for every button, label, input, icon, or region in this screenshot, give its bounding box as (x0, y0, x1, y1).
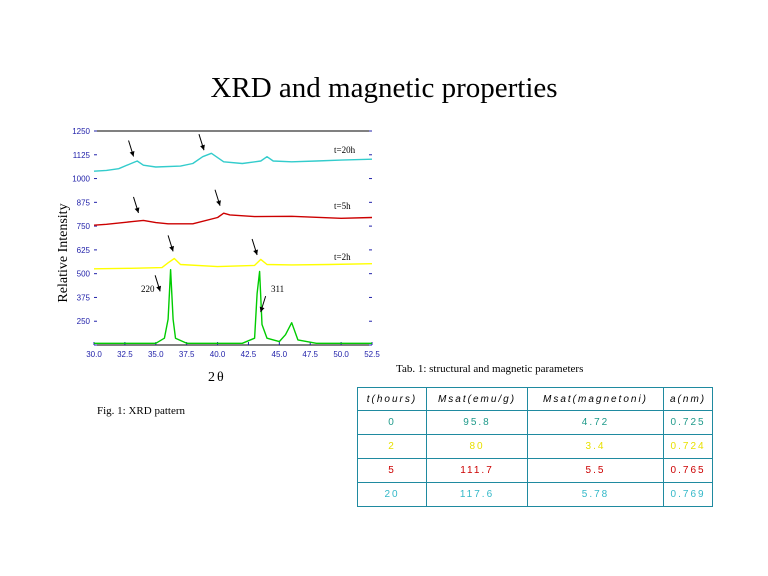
x-tick-label: 37.5 (179, 350, 195, 359)
table-cell: 4.72 (527, 410, 664, 435)
x-axis-label: 2θ (208, 370, 226, 385)
y-tick-label: 875 (77, 198, 91, 207)
x-tick-label: 47.5 (302, 350, 318, 359)
table-caption: Tab. 1: structural and magnetic paramete… (396, 363, 584, 375)
series-line-t=5h (93, 212, 373, 226)
peak-arrow-head (216, 200, 221, 206)
column-header-msat-magnetoni: Msat(magnetoni) (527, 387, 664, 411)
x-tick-label: 50.0 (333, 350, 349, 359)
x-tick-label: 45.0 (272, 350, 288, 359)
peak-arrow-head (129, 150, 135, 157)
slide-title: XRD and magnetic properties (210, 72, 558, 104)
table-cell: 20 (357, 482, 427, 507)
table-cell: 80 (426, 434, 528, 459)
series-layer (93, 152, 373, 344)
x-tick-label: 40.0 (210, 350, 226, 359)
peak-arrow-head (156, 285, 162, 292)
y-tick-label: 500 (77, 270, 91, 279)
table-cell: 0.724 (662, 434, 714, 459)
y-axis-ticks: 250 375 500 625 750 875 1000 1125 1250 (72, 127, 372, 346)
y-tick-label: 1125 (73, 151, 91, 160)
series-line-t=2h (93, 257, 373, 270)
y-tick-label: 375 (77, 293, 91, 302)
x-tick-label: 35.0 (148, 350, 164, 359)
series-label: t=2h (334, 252, 351, 262)
y-tick-label: 1000 (72, 175, 90, 184)
table-cell: 3.4 (527, 434, 664, 459)
x-tick-label: 32.5 (117, 350, 133, 359)
x-tick-label: 42.5 (241, 350, 257, 359)
peak-arrows (128, 134, 267, 313)
column-header-time: t(hours) (357, 387, 427, 411)
table-row: 0 95.8 4.72 0.725 (357, 410, 714, 435)
table-cell: 5.5 (527, 458, 664, 483)
peak-annotation-220: 220 (141, 284, 155, 294)
y-tick-label: 1250 (72, 127, 90, 136)
series-label: t=20h (334, 145, 356, 155)
table-cell: 117.6 (426, 482, 528, 507)
table-header-row: t(hours) Msat(emu/g) Msat(magnetoni) a(n… (357, 387, 714, 411)
peak-arrow-head (169, 245, 174, 252)
figure-caption: Fig. 1: XRD pattern (97, 405, 185, 417)
table-row: 5 111.7 5.5 0.765 (357, 458, 714, 483)
peak-arrow-head (134, 207, 140, 213)
y-axis-label: Relative Intensity (56, 203, 71, 303)
series-line-t=20h (93, 152, 373, 172)
y-tick-label: 625 (77, 246, 91, 255)
series-label: t=5h (334, 201, 351, 211)
column-header-lattice: a(nm) (662, 387, 714, 411)
table-cell: 111.7 (426, 458, 528, 483)
column-header-msat-emu: Msat(emu/g) (426, 387, 528, 411)
x-tick-label: 52.5 (364, 350, 380, 359)
table-cell: 2 (357, 434, 427, 459)
series-line-sample-3 (94, 269, 372, 344)
table-cell: 5.78 (527, 482, 664, 507)
x-axis-ticks: 30.0 32.5 35.0 37.5 40.0 42.5 45.0 47.5 50.0 52.5 (86, 342, 380, 359)
table-cell: 0.769 (662, 482, 714, 507)
peak-arrow-head (253, 249, 258, 255)
peak-arrow-head (200, 144, 205, 151)
table-cell: 0.765 (662, 458, 714, 483)
y-tick-label: 250 (77, 317, 91, 326)
peak-arrow-head (259, 306, 265, 313)
table-row: 20 117.6 5.78 0.769 (357, 482, 714, 507)
table-cell: 95.8 (426, 410, 528, 435)
peak-annotation-311: 311 (271, 284, 284, 294)
series-labels: t=20h t=5h t=2h 220 311 (141, 145, 356, 294)
y-tick-label: 750 (77, 222, 91, 231)
x-tick-label: 30.0 (86, 350, 102, 359)
plot-frame (94, 130, 372, 346)
table-cell: 0.725 (662, 410, 714, 435)
table-cell: 0 (357, 410, 427, 435)
table-cell: 5 (357, 458, 427, 483)
parameters-table: t(hours) Msat(emu/g) Msat(magnetoni) a(n… (357, 387, 714, 507)
table-row: 2 80 3.4 0.724 (357, 434, 714, 459)
